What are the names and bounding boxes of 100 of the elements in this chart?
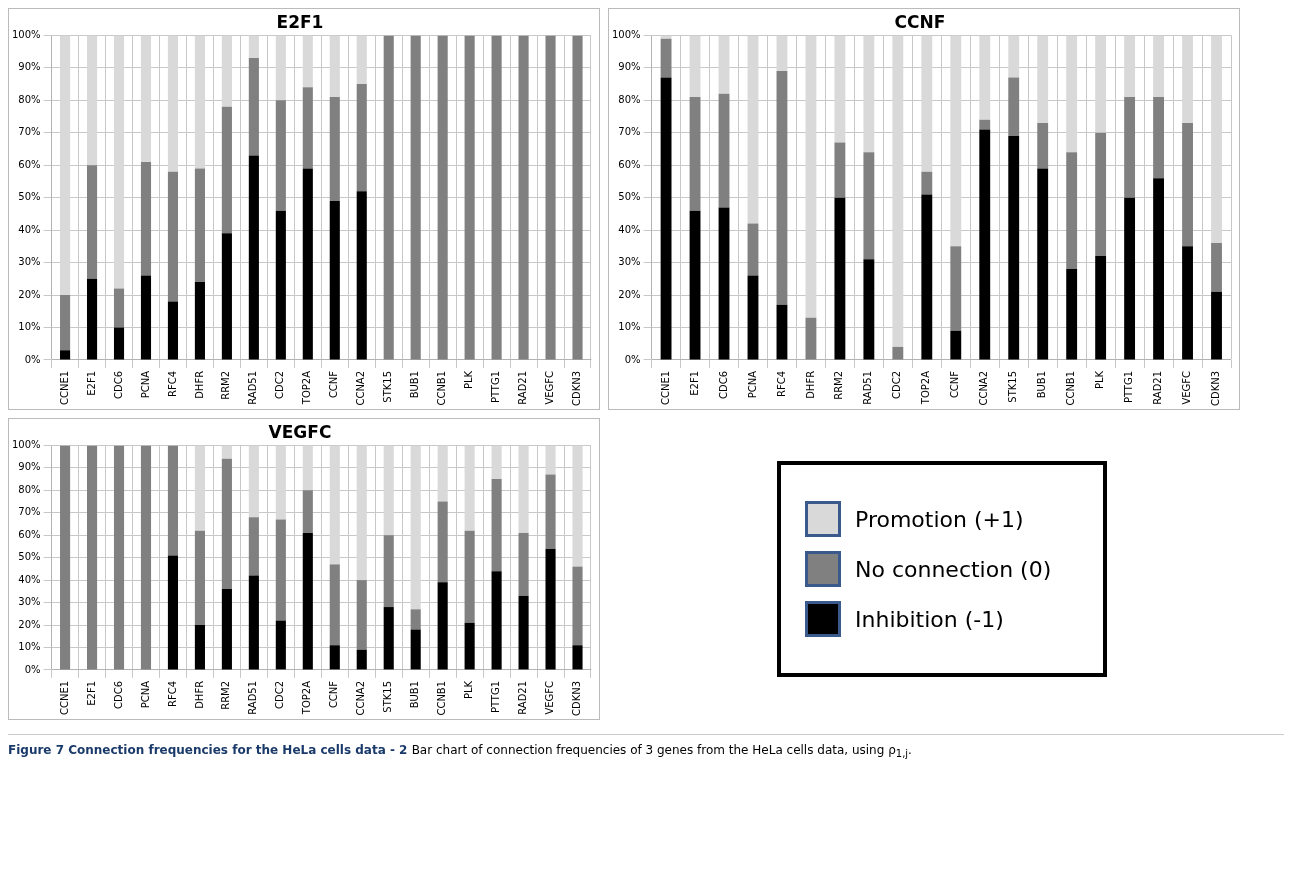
bar: [113, 327, 125, 360]
bar: [776, 35, 788, 72]
bar: [545, 474, 556, 549]
bar: [167, 555, 179, 670]
y-tick-label: 10%: [18, 641, 41, 653]
bar: [140, 275, 152, 360]
bar: [518, 445, 529, 533]
bar: [1211, 291, 1222, 360]
bar: [1153, 178, 1165, 360]
bar: [1037, 35, 1049, 124]
x-tick-label: PCNA: [139, 680, 151, 709]
bar: [275, 35, 286, 101]
bar: [747, 35, 759, 224]
bar: [892, 35, 904, 347]
y-tick-label: 70%: [18, 126, 41, 138]
bar: [113, 288, 125, 328]
chart-title: VEGFC: [268, 421, 332, 442]
bar: [518, 595, 529, 670]
y-tick-label: 80%: [618, 93, 641, 105]
bar: [194, 445, 205, 531]
x-tick-label: CCNA2: [978, 370, 990, 406]
x-tick-label: PTTG1: [490, 680, 502, 714]
bar: [464, 530, 475, 623]
x-tick-label: E2F1: [85, 370, 97, 396]
bar: [383, 35, 394, 360]
x-tick-label: RAD21: [517, 680, 529, 715]
x-tick-label: DHFR: [193, 370, 205, 399]
x-tick-label: RAD51: [247, 680, 259, 715]
bar: [863, 152, 875, 260]
bar: [302, 168, 313, 360]
y-tick-label: 60%: [618, 158, 641, 170]
bar: [194, 530, 205, 626]
bar: [979, 35, 991, 120]
x-tick-label: CDC2: [274, 370, 286, 399]
bar: [950, 246, 962, 331]
x-tick-label: RAD51: [247, 370, 259, 405]
bar: [921, 35, 933, 172]
bar: [1211, 243, 1222, 292]
x-tick-label: DHFR: [193, 680, 205, 709]
bar: [302, 490, 313, 533]
x-tick-label: PLK: [463, 680, 475, 700]
y-tick-label: 50%: [18, 551, 41, 563]
x-tick-label: RFC4: [166, 680, 178, 707]
y-tick-label: 40%: [618, 223, 641, 235]
x-tick-label: CDC2: [891, 370, 903, 399]
bar: [356, 35, 367, 85]
bar: [437, 582, 448, 670]
y-tick-label: 30%: [18, 596, 41, 608]
x-tick-label: CDKN3: [571, 680, 583, 717]
bar: [329, 200, 340, 360]
bar: [302, 532, 313, 670]
bar: [1182, 35, 1193, 124]
bar: [921, 194, 933, 360]
bar: [248, 445, 259, 518]
bar: [140, 445, 152, 670]
x-tick-label: RFC4: [775, 370, 787, 397]
x-tick-label: RRM2: [220, 370, 232, 400]
bar: [1124, 35, 1136, 98]
bar: [221, 233, 232, 360]
x-tick-label: STK15: [1007, 370, 1019, 403]
bar: [140, 35, 152, 162]
x-tick-label: BUB1: [409, 370, 421, 399]
y-tick-label: 20%: [618, 288, 641, 300]
y-tick-label: 30%: [18, 256, 41, 268]
y-tick-label: 30%: [618, 256, 641, 268]
bar: [979, 129, 991, 360]
bar: [572, 645, 583, 670]
bar: [221, 445, 232, 459]
x-tick-label: CCNA2: [355, 680, 367, 716]
x-tick-label: CDC6: [112, 680, 124, 709]
x-tick-label: STK15: [382, 370, 394, 403]
bar: [834, 197, 846, 360]
bar: [383, 607, 394, 670]
bar: [383, 535, 394, 608]
bar: [979, 119, 991, 130]
bar: [572, 566, 583, 646]
bar: [689, 210, 701, 360]
x-tick-label: CCNB1: [436, 680, 448, 716]
x-tick-label: CCNB1: [1065, 370, 1077, 406]
bar: [1095, 132, 1107, 257]
bar: [410, 609, 421, 630]
bar: [1153, 35, 1165, 98]
bar: [1037, 168, 1049, 360]
bar: [776, 71, 788, 305]
bar: [275, 445, 286, 520]
bar: [1211, 35, 1222, 244]
bar: [275, 100, 286, 211]
bar: [1182, 246, 1193, 360]
y-tick-label: 60%: [18, 158, 41, 170]
legend-label: Promotion (+1): [855, 506, 1024, 532]
x-tick-label: CCNF: [328, 370, 340, 399]
y-tick-label: 90%: [618, 61, 641, 73]
bar: [464, 35, 475, 360]
chart-title: CCNF: [894, 11, 946, 32]
bar: [464, 622, 475, 670]
x-tick-label: CDKN3: [571, 370, 583, 407]
bar: [356, 84, 367, 192]
x-tick-label: CDC6: [112, 370, 124, 399]
bar: [1182, 123, 1193, 247]
y-tick-label: 70%: [18, 506, 41, 518]
